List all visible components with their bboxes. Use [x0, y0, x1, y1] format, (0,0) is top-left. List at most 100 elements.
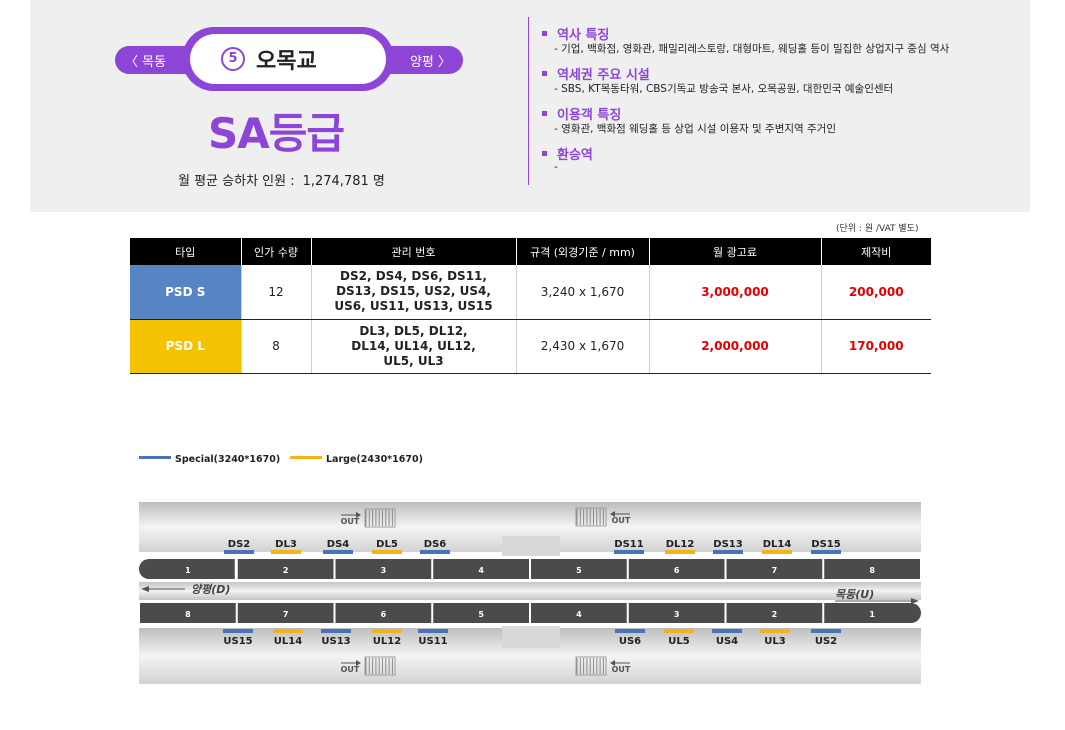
train-car [824, 559, 920, 579]
next-station: 양평 〉 [409, 55, 451, 70]
exit-arrow-head-icon [356, 660, 361, 666]
ad-marker-top [665, 550, 695, 554]
train-car-number: 6 [381, 610, 387, 619]
station-name: 오목교 [256, 49, 317, 74]
train-car [149, 559, 235, 579]
ad-label-top: DL14 [763, 539, 792, 550]
ad-marker-top [224, 550, 254, 554]
exit-arrow-head-icon [610, 660, 615, 666]
exit-out-label: OUT [612, 665, 631, 674]
ad-label-bottom: UL5 [668, 636, 689, 647]
col-header: 규격 (외경기준 / mm) [516, 238, 650, 265]
qty-cell: 8 [241, 319, 312, 374]
riders-value: 1,274,781 명 [302, 174, 385, 189]
unit-note: (단위 : 원 /VAT 별도) [836, 224, 919, 234]
ad-label-top: DS6 [424, 539, 447, 550]
ad-marker-top [614, 550, 644, 554]
stairs-icon [575, 656, 607, 676]
info-section-history: 역사 특징 - 기업, 백화점, 영화관, 패밀리레스토랑, 대형마트, 웨딩홀… [542, 24, 1022, 56]
train-car [531, 603, 627, 623]
ad-label-top: DS11 [614, 539, 643, 550]
exit-out-label: OUT [341, 517, 360, 526]
ad-marker-top [762, 550, 792, 554]
line-number-badge: 5 [221, 47, 245, 71]
table-row: PSD L 8 DL3, DL5, DL12, DL14, UL14, UL12… [130, 319, 931, 374]
bullet-square-icon [542, 31, 547, 36]
stairs-icon [364, 508, 396, 528]
train-car [335, 603, 432, 623]
train-car-number: 3 [674, 610, 680, 619]
direction-down-label: 양평(D) [191, 583, 230, 596]
direction-up-label: 목동(U) [835, 588, 874, 601]
ad-marker-top [420, 550, 450, 554]
ad-label-bottom: US15 [223, 636, 252, 647]
ad-label-bottom: US4 [716, 636, 738, 647]
train-car-number: 3 [381, 566, 387, 575]
ad-label-bottom: UL3 [764, 636, 785, 647]
train-car [335, 559, 432, 579]
ad-label-top: DS2 [228, 539, 251, 550]
train-car-number: 7 [283, 610, 289, 619]
train-car [140, 603, 236, 623]
station-info: 역사 특징 - 기업, 백화점, 영화관, 패밀리레스토랑, 대형마트, 웨딩홀… [542, 24, 1022, 184]
table-row: PSD S 12 DS2, DS4, DS6, DS11, DS13, DS15… [130, 265, 931, 320]
info-line: - [554, 161, 558, 173]
train-car-number: 6 [674, 566, 680, 575]
train-car-number: 2 [772, 610, 778, 619]
ad-label-top: DL3 [275, 539, 297, 550]
train-car-number: 4 [478, 566, 484, 575]
table-header-row: 타입 인가 수량 관리 번호 규격 (외경기준 / mm) 월 광고료 제작비 [130, 238, 931, 265]
ad-marker-bottom [321, 629, 351, 633]
train-car-number: 8 [869, 566, 875, 575]
train-car [628, 603, 725, 623]
monthly-price-cell: 2,000,000 [649, 319, 822, 374]
station-grade: SA등급 [208, 109, 345, 158]
ad-marker-bottom [615, 629, 645, 633]
monthly-riders: 월 평균 승하차 인원 : 1,274,781 명 [178, 170, 385, 189]
info-section-users: 이용객 특징 - 영화관, 백화점 웨딩홀 등 상업 시설 이용자 및 주변지역… [542, 104, 1022, 136]
info-line: - 영화관, 백화점 웨딩홀 등 상업 시설 이용자 및 주변지역 주거인 [554, 123, 837, 135]
train-car [237, 603, 334, 623]
exit-out-label: OUT [341, 665, 360, 674]
ad-marker-bottom [664, 629, 694, 633]
ad-label-top: DS15 [811, 539, 840, 550]
type-cell: PSD L [130, 319, 242, 374]
ad-marker-top [323, 550, 353, 554]
arrow-head-right-icon [911, 598, 919, 604]
legend-special: Special(3240*1670) [139, 454, 280, 465]
ad-marker-bottom [811, 629, 841, 633]
type-cell: PSD S [130, 265, 242, 320]
train-car-number: 2 [283, 566, 289, 575]
train-car-number: 1 [869, 610, 875, 619]
ad-marker-bottom [418, 629, 448, 633]
platform-diagram: DS2 DL3 DS4 DL5 DS6 DS11 DL12 DS13 DL14 DS15 US15 U… [139, 502, 921, 684]
ad-marker-top [271, 550, 301, 554]
riders-label: 월 평균 승하차 인원 : [178, 174, 295, 189]
ad-label-bottom: US11 [418, 636, 447, 647]
prev-station: 〈 목동 [125, 55, 167, 70]
col-header: 제작비 [821, 238, 931, 265]
train-car-number: 1 [185, 566, 191, 575]
ad-marker-top [811, 550, 841, 554]
info-title: 환승역 [557, 148, 593, 163]
train-car-number: 5 [576, 566, 582, 575]
legend-large: Large(2430*1670) [290, 454, 423, 465]
ad-label-top: DL12 [666, 539, 695, 550]
col-header: 인가 수량 [241, 238, 312, 265]
ad-label-top: DL5 [376, 539, 398, 550]
info-section-transfer: 환승역 - [542, 144, 1022, 176]
legend-swatch [139, 456, 171, 459]
train-car-number: 7 [772, 566, 778, 575]
ad-spec-table: 타입 인가 수량 관리 번호 규격 (외경기준 / mm) 월 광고료 제작비 … [130, 238, 931, 374]
train-car [726, 603, 823, 623]
ad-marker-top [713, 550, 743, 554]
production-cost-cell: 200,000 [821, 265, 931, 320]
ad-marker-bottom [273, 629, 303, 633]
info-line: - SBS, KT목동타워, CBS기독교 방송국 본사, 오목공원, 대한민국… [554, 83, 894, 95]
ad-label-bottom: UL14 [274, 636, 302, 647]
ad-marker-bottom [372, 629, 402, 633]
ad-marker-top [372, 550, 402, 554]
col-header: 관리 번호 [311, 238, 517, 265]
exit-out-label: OUT [612, 516, 631, 525]
